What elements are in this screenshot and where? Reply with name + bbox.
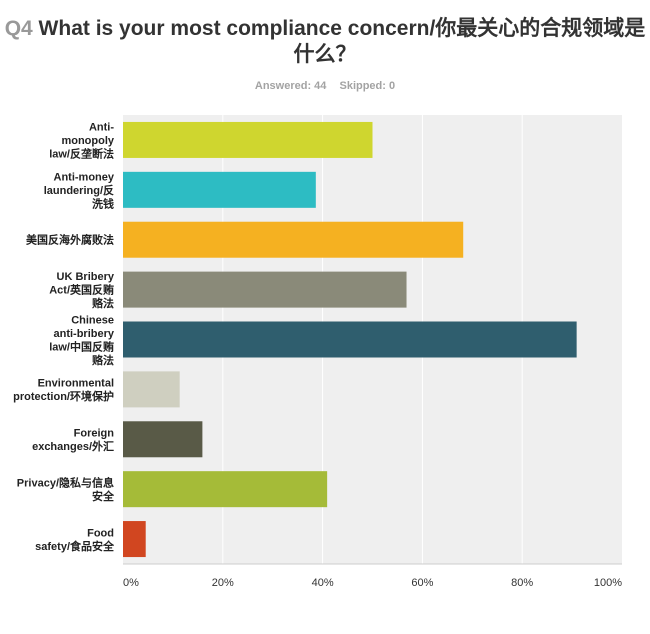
bar	[123, 371, 180, 408]
bar	[123, 421, 203, 458]
x-tick-label: 0%	[123, 577, 139, 589]
category-label: 美国反海外腐败法	[26, 233, 114, 247]
bar	[123, 221, 464, 258]
category-label: Anti-money laundering/反洗钱	[44, 171, 115, 210]
bar	[123, 171, 316, 208]
x-tick-label: 60%	[411, 577, 433, 589]
chart-title: Q4 What is your most compliance concern/…	[0, 16, 650, 68]
answered-count: Answered: 44	[254, 80, 327, 92]
category-label: Anti-monopoly law/反垄断法	[49, 121, 115, 160]
category-label: Food safety/食品安全	[35, 527, 115, 553]
category-label: Privacy/隐私与信息安全	[17, 475, 115, 503]
question-text: What is your most compliance concern/你最关…	[38, 17, 646, 66]
bar	[123, 121, 373, 158]
x-tick-label: 80%	[511, 577, 533, 589]
category-label: Environmental protection/环境保护	[13, 378, 114, 404]
response-stats: Answered: 44 Skipped: 0	[0, 80, 650, 92]
category-label: Foreign exchanges/外汇	[32, 428, 114, 454]
x-tick-label: 20%	[212, 577, 234, 589]
bar	[123, 521, 146, 558]
category-label: Chinese anti-bribery law/中国反贿赂法	[49, 314, 115, 367]
category-label: UK Bribery Act/英国反贿赂法	[49, 271, 115, 310]
x-tick-label: 40%	[312, 577, 334, 589]
bar	[123, 321, 577, 358]
x-tick-label: 100%	[594, 577, 622, 589]
bar	[123, 271, 407, 308]
question-number: Q4	[4, 17, 33, 40]
skipped-count: Skipped: 0	[339, 80, 396, 92]
bar	[123, 471, 328, 508]
